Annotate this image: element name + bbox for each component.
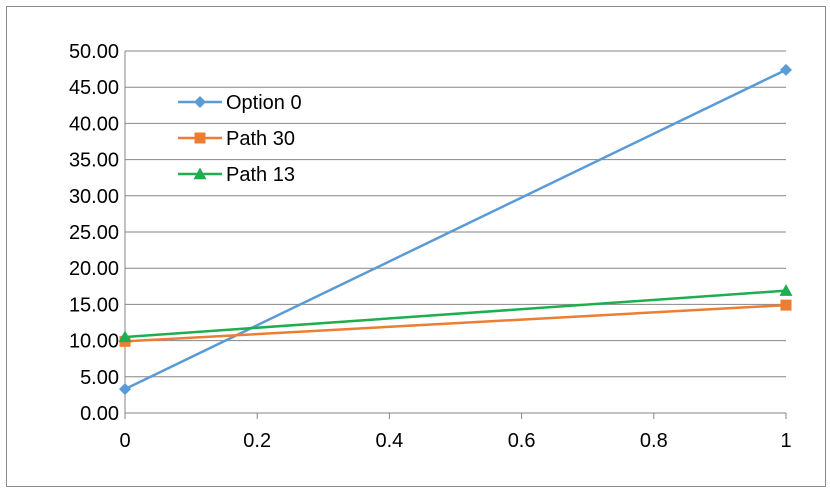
x-tick-label: 0.6 [508, 430, 536, 452]
gridlines [125, 50, 786, 378]
x-tick-label: 0.8 [640, 430, 668, 452]
series-line [124, 289, 787, 339]
x-axis-ticks: 0 0.2 0.4 0.6 0.8 1 [119, 413, 792, 452]
axes [124, 51, 786, 414]
triangle-marker [118, 330, 132, 343]
series-line [124, 303, 787, 343]
legend-entry: Path 13 [178, 164, 295, 186]
y-tick-label: 5.00 [80, 367, 119, 389]
y-tick-label: 25.00 [69, 222, 119, 244]
series-group [118, 63, 793, 396]
square-marker [780, 299, 792, 311]
legend: Option 0 Path 30 Path 13 [178, 92, 302, 186]
diamond-marker [119, 383, 131, 396]
y-tick-label: 40.00 [69, 113, 119, 135]
y-tick-label: 0.00 [80, 403, 119, 425]
x-tick-label: 0.4 [375, 430, 403, 452]
legend-label: Option 0 [226, 92, 302, 114]
series-path-13 [118, 284, 793, 343]
y-tick-label: 10.00 [69, 331, 119, 353]
triangle-marker [779, 284, 793, 296]
y-tick-label: 30.00 [69, 186, 119, 208]
y-tick-label: 20.00 [69, 258, 119, 280]
legend-entry: Option 0 [178, 92, 302, 114]
diamond-marker [780, 63, 792, 76]
legend-label: Path 13 [226, 164, 295, 186]
y-axis-ticks: 0.00 5.00 10.00 15.00 20.00 25.00 30.00 35.00 40… [69, 41, 119, 425]
square-marker [194, 132, 206, 144]
legend-label: Path 30 [226, 128, 295, 150]
chart-frame [6, 6, 826, 487]
y-tick-label: 15.00 [69, 294, 119, 316]
y-tick-label: 45.00 [69, 77, 119, 99]
legend-entry: Path 30 [178, 128, 295, 150]
x-tick-label: 1 [780, 430, 791, 452]
x-tick-label: 0 [119, 430, 130, 452]
series-line [124, 68, 787, 391]
series-option-0 [119, 63, 792, 396]
y-tick-label: 50.00 [69, 41, 119, 63]
triangle-marker [193, 167, 207, 180]
x-tick-label: 0.2 [243, 430, 271, 452]
y-tick-label: 35.00 [69, 150, 119, 172]
diamond-marker [194, 96, 206, 108]
series-path-30 [119, 299, 792, 347]
